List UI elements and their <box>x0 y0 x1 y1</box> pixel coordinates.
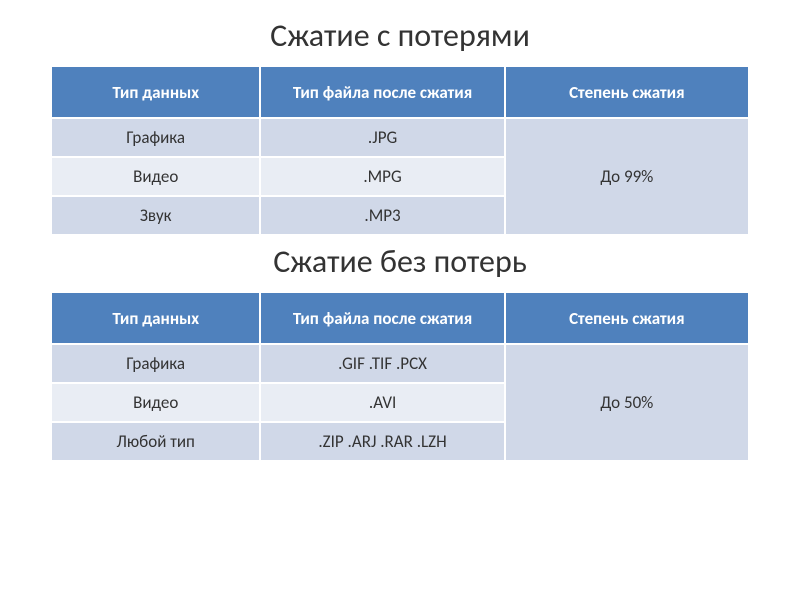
cell-datatype: Графика <box>51 344 260 383</box>
col-header-filetype: Тип файла после сжатия <box>260 66 504 118</box>
table-lossless: Тип данных Тип файла после сжатия Степен… <box>50 291 750 462</box>
col-header-ratio: Степень сжатия <box>505 66 749 118</box>
cell-datatype: Графика <box>51 118 260 157</box>
cell-ratio: До 50% <box>505 344 749 461</box>
col-header-filetype: Тип файла после сжатия <box>260 292 504 344</box>
cell-filetype: .JPG <box>260 118 504 157</box>
cell-ratio: До 99% <box>505 118 749 235</box>
cell-datatype: Видео <box>51 157 260 196</box>
col-header-datatype: Тип данных <box>51 292 260 344</box>
cell-datatype: Видео <box>51 383 260 422</box>
cell-filetype: .AVI <box>260 383 504 422</box>
col-header-datatype: Тип данных <box>51 66 260 118</box>
title-lossy: Сжатие с потерями <box>50 16 750 55</box>
table-row: Графика .JPG До 99% <box>51 118 749 157</box>
table-row: Графика .GIF .TIF .PCX До 50% <box>51 344 749 383</box>
title-lossless: Сжатие без потерь <box>50 242 750 281</box>
table-header-row: Тип данных Тип файла после сжатия Степен… <box>51 292 749 344</box>
cell-filetype: .ZIP .ARJ .RAR .LZH <box>260 422 504 461</box>
col-header-ratio: Степень сжатия <box>505 292 749 344</box>
cell-datatype: Любой тип <box>51 422 260 461</box>
cell-filetype: .GIF .TIF .PCX <box>260 344 504 383</box>
cell-filetype: .MP3 <box>260 196 504 235</box>
table-lossy: Тип данных Тип файла после сжатия Степен… <box>50 65 750 236</box>
cell-filetype: .MPG <box>260 157 504 196</box>
table-header-row: Тип данных Тип файла после сжатия Степен… <box>51 66 749 118</box>
cell-datatype: Звук <box>51 196 260 235</box>
